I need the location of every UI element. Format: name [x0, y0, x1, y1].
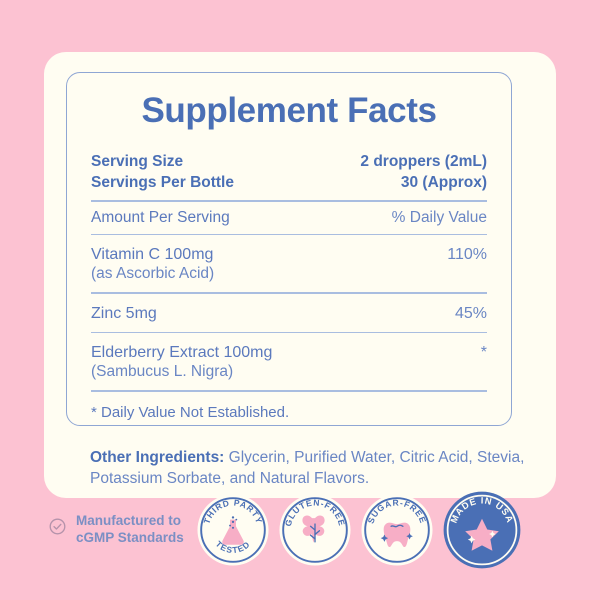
supplement-facts-card: Supplement Facts Serving Size 2 droppers… [44, 52, 556, 498]
nutrient-name: Vitamin C 100mg [91, 246, 214, 263]
other-ingredients-label: Other Ingredients: [90, 449, 225, 466]
facts-rows: Serving Size 2 droppers (2mL) Servings P… [91, 151, 487, 421]
divider [91, 390, 487, 392]
page-title: Supplement Facts [141, 91, 437, 130]
nutrient-dv: 110% [447, 246, 487, 263]
servings-per-bottle-label: Servings Per Bottle [91, 174, 234, 191]
other-ingredients: Other Ingredients: Glycerin, Purified Wa… [90, 447, 550, 489]
serving-size-value: 2 droppers (2mL) [360, 153, 487, 170]
facts-panel: Supplement Facts Serving Size 2 droppers… [66, 72, 512, 426]
serving-size-label: Serving Size [91, 153, 184, 170]
divider [91, 331, 487, 333]
amount-per-serving-row: Amount Per Serving % Daily Value [91, 209, 487, 227]
cgmp-line-2: cGMP Standards [76, 530, 184, 545]
badge-bottom-text: TESTED [214, 539, 251, 555]
nutrient-row: Elderberry Extract 100mg * (Sambucus L. … [91, 340, 487, 383]
nutrient-dv: 45% [454, 304, 487, 322]
divider [91, 200, 487, 202]
divider [91, 233, 487, 235]
nutrient-row: Zinc 5mg 45% [91, 301, 487, 325]
nutrient-row: Vitamin C 100mg 110% (as Ascorbic Acid) [91, 242, 487, 285]
cgmp-text: Manufactured to cGMP Standards [76, 512, 184, 546]
badge-sugar-free: SUGAR-FREE [360, 493, 434, 567]
servings-per-bottle-row: Servings Per Bottle 30 (Approx) [91, 172, 487, 193]
footnote: * Daily Value Not Established. [91, 403, 290, 421]
nutrient-name: Zinc 5mg [91, 304, 157, 322]
badge-third-party-tested: THIRD PARTY TESTED [196, 493, 270, 567]
badge-made-in-usa: MADE IN USA [442, 490, 522, 570]
check-circle-icon [48, 517, 67, 541]
divider [91, 292, 487, 294]
nutrient-subtext: (as Ascorbic Acid) [91, 265, 215, 282]
svg-text:TESTED: TESTED [214, 539, 253, 555]
cgmp-statement: Manufactured to cGMP Standards [48, 512, 184, 546]
certification-badges: THIRD PARTY TESTED GLUTEN-FREE [196, 490, 522, 570]
badge-gluten-free: GLUTEN-FREE [278, 493, 352, 567]
cgmp-line-1: Manufactured to [76, 513, 182, 528]
daily-value-label: % Daily Value [391, 208, 487, 226]
nutrient-subtext: (Sambucus L. Nigra) [91, 363, 234, 380]
other-ingredients-text: Glycerin, Purified Water, Citric Acid, S… [90, 449, 525, 487]
servings-per-bottle-value: 30 (Approx) [400, 174, 487, 191]
amount-per-serving-label: Amount Per Serving [91, 208, 230, 226]
nutrient-name: Elderberry Extract 100mg [91, 344, 273, 361]
nutrient-dv: * [480, 344, 487, 361]
serving-size-row: Serving Size 2 droppers (2mL) [91, 151, 487, 172]
